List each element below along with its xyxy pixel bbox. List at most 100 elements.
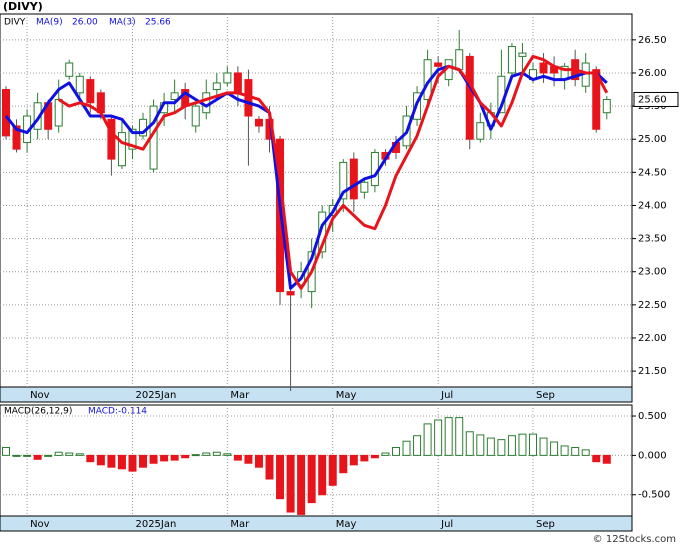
- candle-body: [191, 105, 200, 127]
- candle-body: [592, 69, 601, 130]
- candle-body: [339, 161, 348, 200]
- candle-body: [518, 52, 527, 57]
- macd-bar: [592, 454, 601, 463]
- macd-bar: [223, 453, 232, 456]
- y-tick-label: 0.500: [638, 411, 667, 422]
- macd-bar: [560, 445, 569, 456]
- macd-bar: [476, 434, 485, 456]
- ma-line: [57, 54, 609, 290]
- candle-body: [212, 82, 221, 91]
- candle-body: [12, 125, 21, 150]
- x-tick-label: Mar: [230, 519, 250, 530]
- candle-body: [539, 62, 548, 74]
- macd-bar: [455, 417, 464, 456]
- macd-bar: [117, 454, 126, 470]
- macd-bar: [244, 454, 253, 464]
- macd-bar: [497, 439, 506, 456]
- macd-bar: [486, 437, 495, 456]
- macd-bar: [507, 435, 516, 456]
- candle-body: [455, 49, 464, 71]
- y-tick-label: 26.50: [638, 35, 667, 46]
- x-tick-label: Nov: [30, 519, 50, 530]
- macd-bar: [286, 454, 295, 513]
- y-tick-label: 22.00: [638, 333, 667, 344]
- y-tick-label: 24.00: [638, 200, 667, 211]
- macd-bar: [233, 454, 242, 461]
- macd-bar: [181, 454, 190, 459]
- macd-bar: [529, 433, 537, 456]
- x-tick-label: 2025Jan: [135, 519, 176, 530]
- macd-bar: [571, 447, 580, 456]
- last-price-label: 25.60: [638, 94, 667, 105]
- macd-bar: [149, 454, 158, 464]
- macd-bar: [318, 454, 327, 496]
- macd-bar: [23, 454, 32, 457]
- macd-bar: [391, 447, 400, 456]
- macd-bar: [465, 431, 474, 456]
- candle-body: [223, 72, 232, 84]
- candle-body: [286, 291, 295, 296]
- macd-bar: [139, 454, 148, 468]
- candle-body: [2, 89, 10, 137]
- legend-ticker: DIVY: [4, 18, 26, 28]
- macd-bar: [360, 454, 369, 462]
- macd-bar: [2, 447, 10, 456]
- macd-bar: [550, 441, 559, 456]
- macd-bar: [75, 453, 84, 456]
- date-strip: [0, 515, 633, 532]
- macd-value: MACD:-0.114: [88, 407, 147, 417]
- macd-bar: [33, 454, 42, 460]
- macd-bar: [434, 419, 443, 456]
- y-tick-label: 26.00: [638, 68, 667, 79]
- macd-bar: [160, 454, 169, 462]
- y-tick-label: 21.50: [638, 366, 667, 377]
- x-tick-label: Sep: [536, 519, 555, 530]
- macd-bar: [54, 451, 63, 456]
- candle-body: [465, 55, 474, 140]
- y-tick-label: 0.000: [638, 450, 667, 461]
- candle-body: [86, 79, 95, 104]
- macd-bar: [170, 454, 179, 461]
- candle-body: [128, 128, 137, 150]
- x-tick-label: May: [336, 519, 357, 530]
- macd-bar: [602, 454, 611, 464]
- candle-body: [117, 132, 126, 167]
- y-tick-label: 22.50: [638, 300, 667, 311]
- legend-ma3-value: 25.66: [145, 18, 171, 28]
- x-tick-label: May: [336, 390, 357, 401]
- ma-line: [4, 64, 608, 290]
- macd-bar: [265, 454, 274, 480]
- macd-bar: [191, 454, 200, 457]
- candle-body: [434, 62, 443, 67]
- y-tick-label: -0.500: [638, 490, 670, 501]
- macd-panel: [0, 404, 633, 517]
- footer: © 12Stocks.com: [593, 534, 676, 545]
- macd-bar: [581, 449, 590, 456]
- macd-bar: [65, 452, 74, 456]
- legend-ma9: MA(9): [36, 18, 63, 28]
- macd-bar: [339, 454, 348, 474]
- macd-bar: [86, 454, 95, 463]
- macd-bar: [44, 454, 53, 457]
- macd-bar: [212, 451, 221, 456]
- macd-bar: [128, 454, 137, 472]
- legend-ma3: MA(3): [109, 18, 136, 28]
- macd-bar: [297, 454, 306, 515]
- macd-bar: [381, 452, 390, 456]
- macd-bar: [539, 437, 548, 456]
- date-strip: [0, 386, 633, 403]
- price-panel: [0, 13, 633, 388]
- candle-body: [476, 122, 485, 140]
- macd-bar: [370, 454, 379, 459]
- candle-body: [233, 72, 242, 94]
- candle-body: [75, 75, 84, 94]
- macd-bar: [12, 454, 21, 457]
- candle-body: [507, 45, 516, 74]
- macd-bar: [328, 454, 337, 486]
- candle-body: [349, 158, 358, 200]
- macd-bar: [349, 454, 358, 466]
- candle-body: [254, 118, 263, 127]
- macd-bar: [444, 417, 453, 456]
- x-tick-label: Nov: [30, 390, 50, 401]
